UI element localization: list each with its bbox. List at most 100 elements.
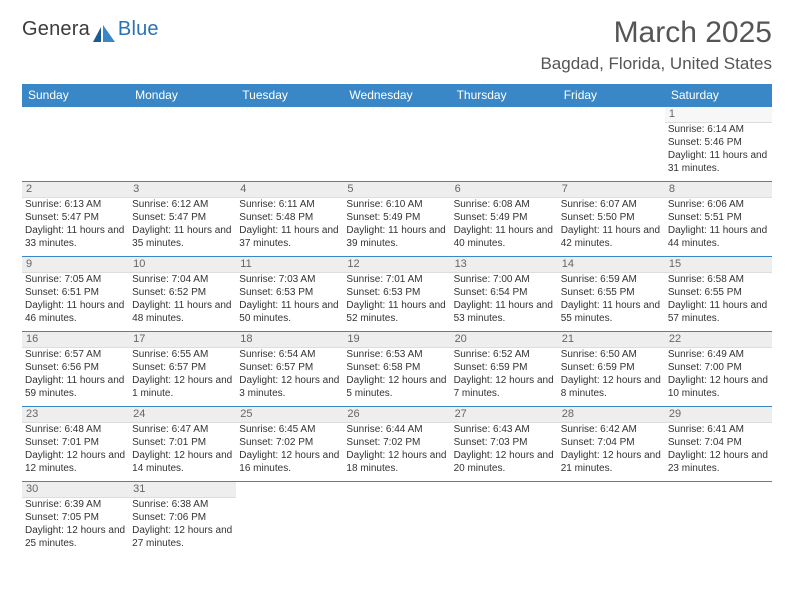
- day-info: Sunrise: 6:49 AMSunset: 7:00 PMDaylight:…: [665, 348, 772, 400]
- day-number: 3: [129, 182, 236, 198]
- day-cell: 21Sunrise: 6:50 AMSunset: 6:59 PMDayligh…: [558, 332, 665, 406]
- sunset-line: Sunset: 7:01 PM: [25, 437, 126, 450]
- daylight-line: Daylight: 11 hours and 37 minutes.: [239, 225, 340, 251]
- sunset-line: Sunset: 6:56 PM: [25, 362, 126, 375]
- sunset-line: Sunset: 6:57 PM: [239, 362, 340, 375]
- sunset-line: Sunset: 7:05 PM: [25, 512, 126, 525]
- calendar-cell: 24Sunrise: 6:47 AMSunset: 7:01 PMDayligh…: [129, 407, 236, 482]
- page-title: March 2025: [540, 18, 772, 48]
- day-info: Sunrise: 6:47 AMSunset: 7:01 PMDaylight:…: [129, 423, 236, 475]
- day-info: Sunrise: 6:41 AMSunset: 7:04 PMDaylight:…: [665, 423, 772, 475]
- daylight-line: Daylight: 11 hours and 52 minutes.: [346, 300, 447, 326]
- calendar-week: 9Sunrise: 7:05 AMSunset: 6:51 PMDaylight…: [22, 257, 772, 332]
- calendar-cell: 20Sunrise: 6:52 AMSunset: 6:59 PMDayligh…: [451, 332, 558, 407]
- calendar-cell: [236, 107, 343, 182]
- sunrise-line: Sunrise: 6:49 AM: [668, 349, 769, 362]
- calendar-week: 23Sunrise: 6:48 AMSunset: 7:01 PMDayligh…: [22, 407, 772, 482]
- dow-tuesday: Tuesday: [236, 84, 343, 107]
- sunset-line: Sunset: 7:02 PM: [346, 437, 447, 450]
- sunset-line: Sunset: 7:04 PM: [561, 437, 662, 450]
- day-info: Sunrise: 7:05 AMSunset: 6:51 PMDaylight:…: [22, 273, 129, 325]
- day-info: Sunrise: 6:11 AMSunset: 5:48 PMDaylight:…: [236, 198, 343, 250]
- sunset-line: Sunset: 5:51 PM: [668, 212, 769, 225]
- daylight-line: Daylight: 12 hours and 23 minutes.: [668, 450, 769, 476]
- sunrise-line: Sunrise: 6:44 AM: [346, 424, 447, 437]
- day-cell: 9Sunrise: 7:05 AMSunset: 6:51 PMDaylight…: [22, 257, 129, 331]
- day-info: Sunrise: 7:03 AMSunset: 6:53 PMDaylight:…: [236, 273, 343, 325]
- sunset-line: Sunset: 6:51 PM: [25, 287, 126, 300]
- daylight-line: Daylight: 11 hours and 35 minutes.: [132, 225, 233, 251]
- daylight-line: Daylight: 12 hours and 7 minutes.: [454, 375, 555, 401]
- daylight-line: Daylight: 12 hours and 5 minutes.: [346, 375, 447, 401]
- brand-logo: Genera Blue: [22, 18, 159, 41]
- sunset-line: Sunset: 6:54 PM: [454, 287, 555, 300]
- day-cell: 18Sunrise: 6:54 AMSunset: 6:57 PMDayligh…: [236, 332, 343, 406]
- sunrise-line: Sunrise: 7:04 AM: [132, 274, 233, 287]
- daylight-line: Daylight: 11 hours and 44 minutes.: [668, 225, 769, 251]
- dow-saturday: Saturday: [665, 84, 772, 107]
- calendar-cell: 14Sunrise: 6:59 AMSunset: 6:55 PMDayligh…: [558, 257, 665, 332]
- sunrise-line: Sunrise: 6:08 AM: [454, 199, 555, 212]
- calendar-cell: 11Sunrise: 7:03 AMSunset: 6:53 PMDayligh…: [236, 257, 343, 332]
- daylight-line: Daylight: 11 hours and 50 minutes.: [239, 300, 340, 326]
- calendar-cell: 10Sunrise: 7:04 AMSunset: 6:52 PMDayligh…: [129, 257, 236, 332]
- calendar-cell: 13Sunrise: 7:00 AMSunset: 6:54 PMDayligh…: [451, 257, 558, 332]
- day-info: Sunrise: 6:07 AMSunset: 5:50 PMDaylight:…: [558, 198, 665, 250]
- daylight-line: Daylight: 11 hours and 46 minutes.: [25, 300, 126, 326]
- sunrise-line: Sunrise: 6:12 AM: [132, 199, 233, 212]
- day-info: Sunrise: 6:42 AMSunset: 7:04 PMDaylight:…: [558, 423, 665, 475]
- sunrise-line: Sunrise: 6:57 AM: [25, 349, 126, 362]
- sunset-line: Sunset: 6:52 PM: [132, 287, 233, 300]
- sunrise-line: Sunrise: 7:01 AM: [346, 274, 447, 287]
- sunrise-line: Sunrise: 6:45 AM: [239, 424, 340, 437]
- day-info: Sunrise: 6:53 AMSunset: 6:58 PMDaylight:…: [343, 348, 450, 400]
- calendar-cell: 15Sunrise: 6:58 AMSunset: 6:55 PMDayligh…: [665, 257, 772, 332]
- day-info: Sunrise: 6:48 AMSunset: 7:01 PMDaylight:…: [22, 423, 129, 475]
- calendar-cell: [22, 107, 129, 182]
- calendar-cell: 5Sunrise: 6:10 AMSunset: 5:49 PMDaylight…: [343, 182, 450, 257]
- sunset-line: Sunset: 7:06 PM: [132, 512, 233, 525]
- sunrise-line: Sunrise: 6:06 AM: [668, 199, 769, 212]
- day-cell: 2Sunrise: 6:13 AMSunset: 5:47 PMDaylight…: [22, 182, 129, 256]
- day-cell: 11Sunrise: 7:03 AMSunset: 6:53 PMDayligh…: [236, 257, 343, 331]
- day-cell: 27Sunrise: 6:43 AMSunset: 7:03 PMDayligh…: [451, 407, 558, 481]
- day-cell: 16Sunrise: 6:57 AMSunset: 6:56 PMDayligh…: [22, 332, 129, 406]
- day-cell: 1Sunrise: 6:14 AMSunset: 5:46 PMDaylight…: [665, 107, 772, 181]
- day-cell: 17Sunrise: 6:55 AMSunset: 6:57 PMDayligh…: [129, 332, 236, 406]
- calendar-cell: [236, 482, 343, 561]
- sunset-line: Sunset: 7:02 PM: [239, 437, 340, 450]
- day-number: 18: [236, 332, 343, 348]
- day-cell: 13Sunrise: 7:00 AMSunset: 6:54 PMDayligh…: [451, 257, 558, 331]
- day-cell: 6Sunrise: 6:08 AMSunset: 5:49 PMDaylight…: [451, 182, 558, 256]
- sunrise-line: Sunrise: 6:43 AM: [454, 424, 555, 437]
- day-number: 22: [665, 332, 772, 348]
- calendar-cell: 12Sunrise: 7:01 AMSunset: 6:53 PMDayligh…: [343, 257, 450, 332]
- daylight-line: Daylight: 12 hours and 10 minutes.: [668, 375, 769, 401]
- daylight-line: Daylight: 12 hours and 18 minutes.: [346, 450, 447, 476]
- dow-wednesday: Wednesday: [343, 84, 450, 107]
- sunrise-line: Sunrise: 6:50 AM: [561, 349, 662, 362]
- daylight-line: Daylight: 11 hours and 55 minutes.: [561, 300, 662, 326]
- calendar-cell: 7Sunrise: 6:07 AMSunset: 5:50 PMDaylight…: [558, 182, 665, 257]
- day-cell: 8Sunrise: 6:06 AMSunset: 5:51 PMDaylight…: [665, 182, 772, 256]
- day-info: Sunrise: 6:43 AMSunset: 7:03 PMDaylight:…: [451, 423, 558, 475]
- day-info: Sunrise: 6:59 AMSunset: 6:55 PMDaylight:…: [558, 273, 665, 325]
- calendar-cell: 1Sunrise: 6:14 AMSunset: 5:46 PMDaylight…: [665, 107, 772, 182]
- calendar-week: 2Sunrise: 6:13 AMSunset: 5:47 PMDaylight…: [22, 182, 772, 257]
- brand-part2: Blue: [118, 18, 159, 41]
- sunset-line: Sunset: 7:01 PM: [132, 437, 233, 450]
- day-number: 5: [343, 182, 450, 198]
- sunset-line: Sunset: 6:53 PM: [239, 287, 340, 300]
- day-info: Sunrise: 6:14 AMSunset: 5:46 PMDaylight:…: [665, 123, 772, 175]
- day-number: 28: [558, 407, 665, 423]
- calendar-cell: [343, 482, 450, 561]
- calendar-week: 30Sunrise: 6:39 AMSunset: 7:05 PMDayligh…: [22, 482, 772, 561]
- day-number: 30: [22, 482, 129, 498]
- sunrise-line: Sunrise: 6:58 AM: [668, 274, 769, 287]
- sunrise-line: Sunrise: 6:55 AM: [132, 349, 233, 362]
- calendar-cell: 16Sunrise: 6:57 AMSunset: 6:56 PMDayligh…: [22, 332, 129, 407]
- day-cell: 5Sunrise: 6:10 AMSunset: 5:49 PMDaylight…: [343, 182, 450, 256]
- brand-part1: Genera: [22, 18, 90, 41]
- day-cell: 26Sunrise: 6:44 AMSunset: 7:02 PMDayligh…: [343, 407, 450, 481]
- day-cell: 20Sunrise: 6:52 AMSunset: 6:59 PMDayligh…: [451, 332, 558, 406]
